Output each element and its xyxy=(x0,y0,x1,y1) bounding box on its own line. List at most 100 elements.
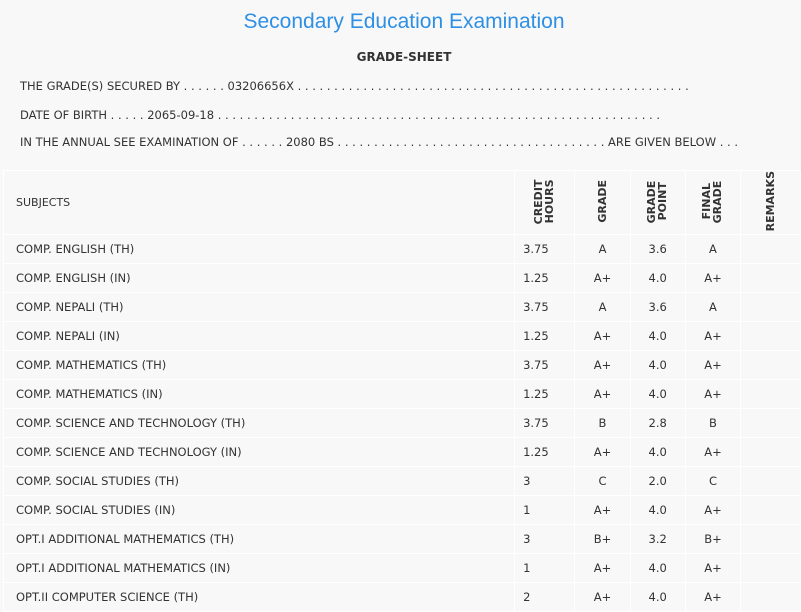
table-row: COMP. SOCIAL STUDIES (TH) 3 C 2.0 C xyxy=(2,466,801,497)
subject-cell: OPT.I ADDITIONAL MATHEMATICS (TH) xyxy=(2,524,516,555)
subject-cell: COMP. SCIENCE AND TECHNOLOGY (IN) xyxy=(2,437,516,468)
grade-point-cell: 4.0 xyxy=(629,321,686,352)
table-row: OPT.I ADDITIONAL MATHEMATICS (TH) 3 B+ 3.2 B… xyxy=(2,524,801,555)
remarks-cell xyxy=(740,582,801,612)
credit-hours-cell: 3.75 xyxy=(514,350,576,381)
subject-cell: COMP. MATHEMATICS (TH) xyxy=(2,350,516,381)
grade-cell: A xyxy=(574,234,631,265)
remarks-cell xyxy=(740,292,801,323)
remarks-cell xyxy=(740,466,801,497)
secured-by-line: THE GRADE(S) SECURED BY . . . . . . 0320… xyxy=(20,79,689,93)
credit-hours-cell: 3 xyxy=(514,524,576,555)
final-grade-cell: A+ xyxy=(684,553,742,584)
final-grade-cell: A+ xyxy=(684,350,742,381)
table-row: COMP. MATHEMATICS (TH) 3.75 A+ 4.0 A+ xyxy=(2,350,801,381)
credit-hours-cell: 3 xyxy=(514,466,576,497)
final-grade-cell: C xyxy=(684,466,742,497)
grade-point-cell: 4.0 xyxy=(629,437,686,468)
remarks-cell xyxy=(740,379,801,410)
credit-hours-cell: 3.75 xyxy=(514,234,576,265)
credit-hours-cell: 3.75 xyxy=(514,408,576,439)
header-final-grade: FINAL GRADE xyxy=(684,169,742,236)
grade-cell: B xyxy=(574,408,631,439)
header-subjects: SUBJECTS xyxy=(2,169,516,236)
header-point-label: GRADE POINT xyxy=(644,179,669,223)
credit-hours-cell: 1 xyxy=(514,495,576,526)
header-grade-point: GRADE POINT xyxy=(629,169,686,236)
subject-cell: COMP. NEPALI (IN) xyxy=(2,321,516,352)
remarks-cell xyxy=(740,234,801,265)
credit-hours-cell: 1 xyxy=(514,553,576,584)
page-title: Secondary Education Examination xyxy=(243,10,565,33)
credit-hours-cell: 3.75 xyxy=(514,292,576,323)
grade-point-cell: 4.0 xyxy=(629,495,686,526)
final-grade-cell: A+ xyxy=(684,379,742,410)
table-row: COMP. SCIENCE AND TECHNOLOGY (IN) 1.25 A+ 4… xyxy=(2,437,801,468)
table-row: COMP. MATHEMATICS (IN) 1.25 A+ 4.0 A+ xyxy=(2,379,801,410)
grade-cell: A+ xyxy=(574,379,631,410)
credit-hours-cell: 1.25 xyxy=(514,437,576,468)
grade-point-cell: 4.0 xyxy=(629,263,686,294)
remarks-cell xyxy=(740,524,801,555)
credit-hours-cell: 2 xyxy=(514,582,576,612)
header-grade: GRADE xyxy=(574,169,631,236)
grade-cell: A+ xyxy=(574,263,631,294)
table-row: COMP. SOCIAL STUDIES (IN) 1 A+ 4.0 A+ xyxy=(2,495,801,526)
header-remarks: REMARKS xyxy=(740,169,801,236)
final-grade-cell: A+ xyxy=(684,582,742,612)
grade-point-cell: 4.0 xyxy=(629,582,686,612)
subject-cell: COMP. MATHEMATICS (IN) xyxy=(2,379,516,410)
table-row: COMP. NEPALI (IN) 1.25 A+ 4.0 A+ xyxy=(2,321,801,352)
grade-sheet-heading: GRADE-SHEET xyxy=(356,50,452,64)
table-row: COMP. ENGLISH (IN) 1.25 A+ 4.0 A+ xyxy=(2,263,801,294)
subject-cell: OPT.I ADDITIONAL MATHEMATICS (IN) xyxy=(2,553,516,584)
grade-cell: A+ xyxy=(574,350,631,381)
grade-point-cell: 4.0 xyxy=(629,350,686,381)
grade-point-cell: 2.0 xyxy=(629,466,686,497)
remarks-cell xyxy=(740,408,801,439)
subject-cell: COMP. ENGLISH (IN) xyxy=(2,263,516,294)
final-grade-cell: A xyxy=(684,292,742,323)
subject-cell: COMP. ENGLISH (TH) xyxy=(2,234,516,265)
subject-cell: COMP. NEPALI (TH) xyxy=(2,292,516,323)
grade-point-cell: 3.6 xyxy=(629,234,686,265)
grade-cell: B+ xyxy=(574,524,631,555)
grade-point-cell: 3.2 xyxy=(629,524,686,555)
header-credit-label: CREDIT HOURS xyxy=(531,178,556,224)
table-row: COMP. NEPALI (TH) 3.75 A 3.6 A xyxy=(2,292,801,323)
remarks-cell xyxy=(740,350,801,381)
grades-table: SUBJECTS CREDIT HOURS GRADE GRADE POINT … xyxy=(2,169,801,612)
grade-point-cell: 3.6 xyxy=(629,292,686,323)
credit-hours-cell: 1.25 xyxy=(514,321,576,352)
grade-cell: A+ xyxy=(574,321,631,352)
exam-line: IN THE ANNUAL SEE EXAMINATION OF . . . .… xyxy=(20,135,739,149)
dob-line: DATE OF BIRTH . . . . . 2065-09-18 . . .… xyxy=(20,108,661,122)
remarks-cell xyxy=(740,263,801,294)
table-row: OPT.I ADDITIONAL MATHEMATICS (IN) 1 A+ 4.0 A… xyxy=(2,553,801,584)
grade-cell: A+ xyxy=(574,495,631,526)
subject-cell: COMP. SOCIAL STUDIES (IN) xyxy=(2,495,516,526)
table-row: COMP. SCIENCE AND TECHNOLOGY (TH) 3.75 B 2.… xyxy=(2,408,801,439)
remarks-cell xyxy=(740,495,801,526)
grade-point-cell: 2.8 xyxy=(629,408,686,439)
credit-hours-cell: 1.25 xyxy=(514,263,576,294)
subject-cell: OPT.II COMPUTER SCIENCE (TH) xyxy=(2,582,516,612)
header-grade-label: GRADE xyxy=(596,179,609,223)
final-grade-cell: A+ xyxy=(684,495,742,526)
grade-point-cell: 4.0 xyxy=(629,379,686,410)
header-remarks-label: REMARKS xyxy=(764,171,778,232)
remarks-cell xyxy=(740,321,801,352)
table-row: OPT.II COMPUTER SCIENCE (TH) 2 A+ 4.0 A+ xyxy=(2,582,801,612)
final-grade-cell: B+ xyxy=(684,524,742,555)
remarks-cell xyxy=(740,437,801,468)
grade-point-cell: 4.0 xyxy=(629,553,686,584)
final-grade-cell: A+ xyxy=(684,263,742,294)
header-final-label: FINAL GRADE xyxy=(699,179,724,223)
grade-cell: C xyxy=(574,466,631,497)
grade-cell: A+ xyxy=(574,553,631,584)
subject-cell: COMP. SOCIAL STUDIES (TH) xyxy=(2,466,516,497)
table-row: COMP. ENGLISH (TH) 3.75 A 3.6 A xyxy=(2,234,801,265)
remarks-cell xyxy=(740,553,801,584)
final-grade-cell: A+ xyxy=(684,437,742,468)
grade-cell: A+ xyxy=(574,437,631,468)
